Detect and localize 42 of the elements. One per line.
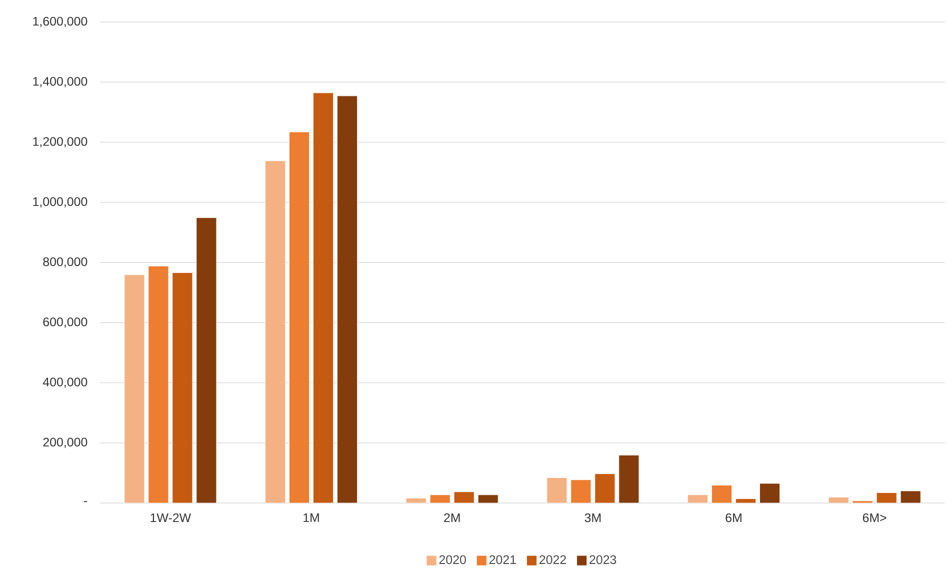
x-tick-label: 2M xyxy=(444,513,460,522)
bar xyxy=(828,497,849,503)
x-tick-label: 1M xyxy=(304,513,319,522)
bar xyxy=(148,266,169,503)
legend-label: 2020 xyxy=(439,555,466,564)
y-tick-label: 200,000 xyxy=(43,438,88,448)
bar xyxy=(712,485,732,503)
bar xyxy=(546,478,568,503)
bar xyxy=(688,494,708,503)
bar xyxy=(313,92,334,503)
bar xyxy=(406,498,426,503)
legend-label: 2021 xyxy=(489,555,516,564)
bar xyxy=(172,272,193,503)
bar xyxy=(265,160,286,503)
y-tick-label: 1,600,000 xyxy=(33,16,88,28)
bar xyxy=(289,132,310,503)
legend-label: 2023 xyxy=(590,555,616,564)
x-tick-label: 1W-2W xyxy=(150,513,192,522)
y-tick-label: 1,200,000 xyxy=(33,137,88,148)
legend-label: 2022 xyxy=(540,555,566,564)
bar xyxy=(570,480,592,503)
y-tick-label: 600,000 xyxy=(43,317,88,328)
y-tick-label: 1,400,000 xyxy=(33,76,88,88)
y-tick-label: 1,000,000 xyxy=(33,197,88,208)
bar xyxy=(736,498,756,503)
y-tick-label: 400,000 xyxy=(42,378,88,388)
bar xyxy=(124,274,145,503)
bar xyxy=(196,217,217,503)
y-tick-label: 800,000 xyxy=(43,257,88,268)
x-tick-label: 6M xyxy=(726,513,742,522)
bar xyxy=(618,454,640,503)
bar xyxy=(454,492,474,503)
bar xyxy=(337,96,358,503)
x-tick-label: 6M> xyxy=(862,513,886,522)
x-tick-label: 3M xyxy=(584,513,601,522)
bar xyxy=(876,492,897,503)
bar xyxy=(760,483,780,503)
bar xyxy=(900,490,921,503)
y-tick-label: - xyxy=(84,501,88,502)
bar xyxy=(430,494,450,503)
bar xyxy=(478,494,498,503)
bar xyxy=(594,474,616,503)
